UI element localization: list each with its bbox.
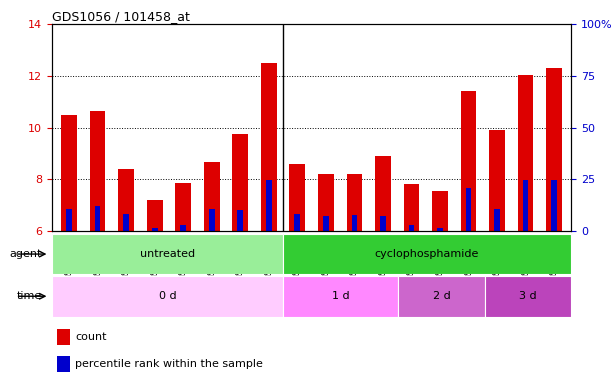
Bar xyxy=(546,68,562,231)
Bar xyxy=(147,200,163,231)
Bar xyxy=(123,214,129,231)
Bar xyxy=(238,210,243,231)
Bar xyxy=(351,215,357,231)
Bar xyxy=(489,130,505,231)
Bar xyxy=(57,329,70,345)
Bar xyxy=(346,174,362,231)
Text: untreated: untreated xyxy=(140,249,195,259)
Bar xyxy=(398,276,485,317)
Text: percentile rank within the sample: percentile rank within the sample xyxy=(75,359,263,369)
Bar xyxy=(523,180,529,231)
Bar xyxy=(375,156,391,231)
Bar xyxy=(485,276,571,317)
Bar xyxy=(261,63,277,231)
Bar xyxy=(180,225,186,231)
Text: GDS1056 / 101458_at: GDS1056 / 101458_at xyxy=(52,10,190,23)
Bar xyxy=(61,115,77,231)
Bar xyxy=(209,209,214,231)
Bar xyxy=(295,214,300,231)
Bar xyxy=(318,174,334,231)
Text: agent: agent xyxy=(9,249,42,259)
Text: 1 d: 1 d xyxy=(332,291,349,301)
Text: time: time xyxy=(16,291,42,301)
Bar xyxy=(204,162,219,231)
Bar xyxy=(283,234,571,274)
Bar xyxy=(175,183,191,231)
Bar xyxy=(518,75,533,231)
Bar xyxy=(404,184,419,231)
Bar xyxy=(494,209,500,231)
Bar xyxy=(461,92,477,231)
Bar xyxy=(323,216,329,231)
Text: cyclophosphamide: cyclophosphamide xyxy=(375,249,479,259)
Text: count: count xyxy=(75,332,107,342)
Bar xyxy=(95,206,100,231)
Bar xyxy=(266,180,272,231)
Bar xyxy=(119,169,134,231)
Text: 3 d: 3 d xyxy=(519,291,537,301)
Bar xyxy=(432,190,448,231)
Bar xyxy=(90,111,106,231)
Bar xyxy=(409,225,414,231)
Bar xyxy=(466,188,472,231)
Text: 0 d: 0 d xyxy=(158,291,176,301)
Bar xyxy=(52,276,283,317)
Bar xyxy=(290,164,305,231)
Bar xyxy=(66,209,72,231)
Bar xyxy=(551,180,557,231)
Bar xyxy=(380,216,386,231)
Bar xyxy=(152,228,158,231)
Bar xyxy=(437,228,443,231)
Bar xyxy=(52,234,283,274)
Text: 2 d: 2 d xyxy=(433,291,450,301)
Bar xyxy=(283,276,398,317)
Bar xyxy=(232,134,248,231)
Bar xyxy=(57,356,70,372)
